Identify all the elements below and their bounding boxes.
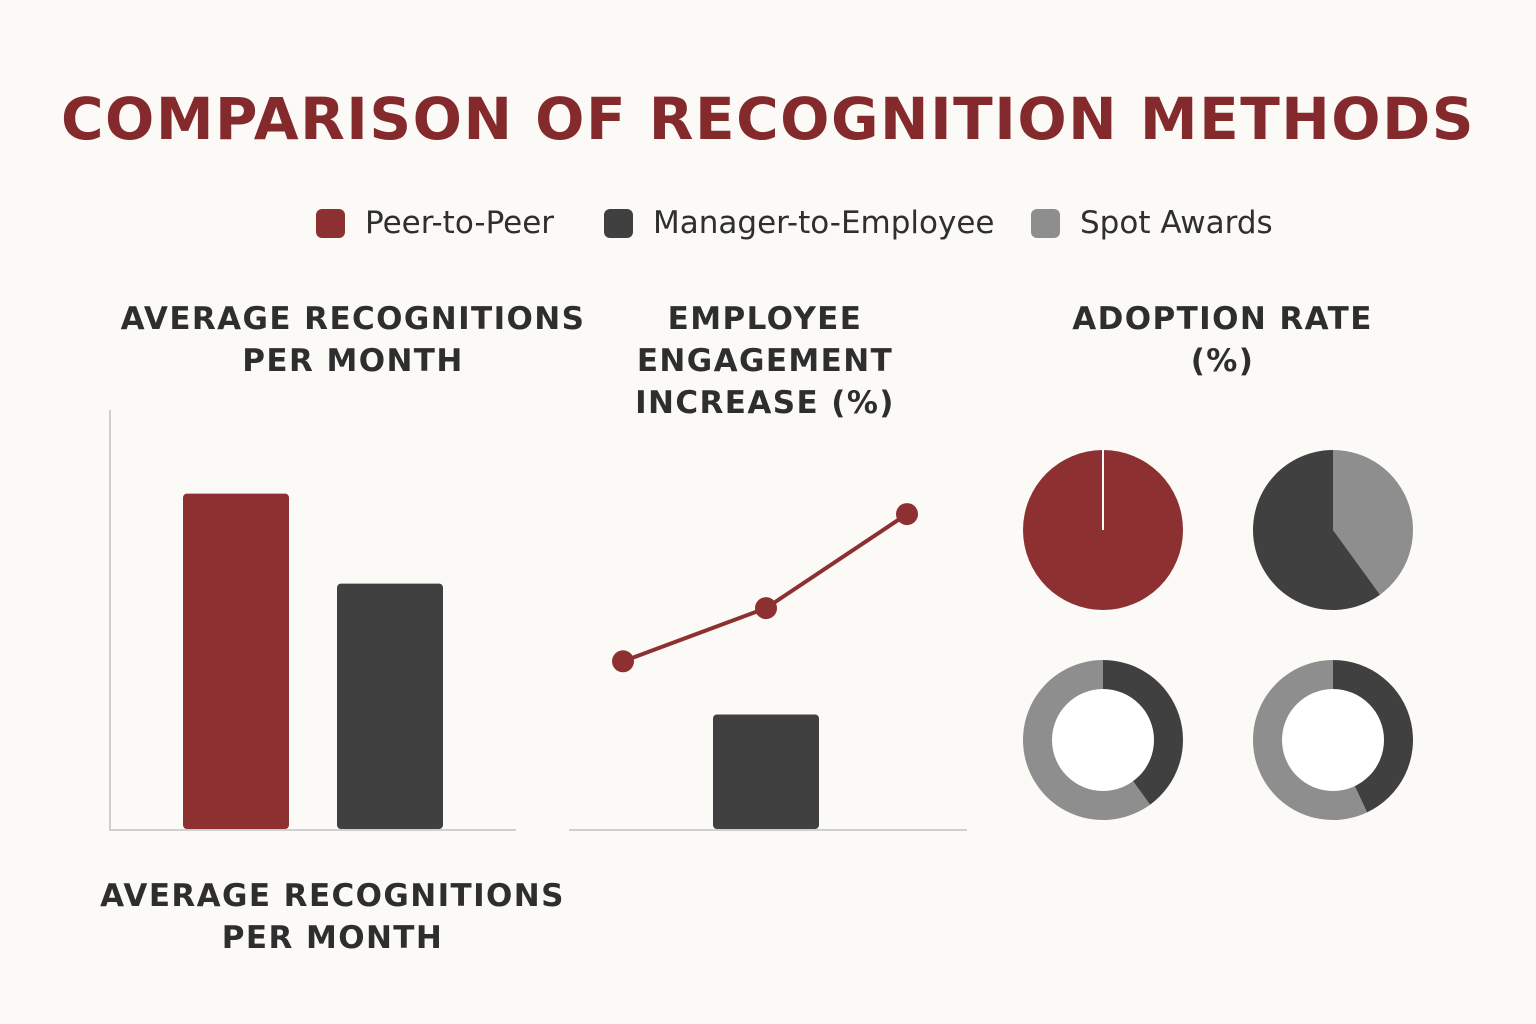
legend-swatch-manager-to-employee: [604, 209, 633, 238]
legend-label-peer-to-peer: Peer-to-Peer: [365, 205, 555, 241]
legend-label-manager-to-employee: Manager-to-Employee: [653, 205, 995, 241]
legend-label-spot-awards: Spot Awards: [1080, 205, 1273, 241]
recognitions-bar-chart: [109, 410, 516, 831]
recognitions-caption-line-1: AVERAGE RECOGNITIONS: [100, 878, 565, 914]
adoption-title-line-1: ADOPTION RATE: [1072, 301, 1373, 337]
recognitions-caption-line-2: PER MONTH: [221, 920, 444, 956]
engagement-point-1: [612, 650, 634, 673]
engagement-panel-title: EMPLOYEE ENGAGEMENT INCREASE (%): [560, 298, 970, 424]
adoption-pie-charts: [1022, 450, 1414, 821]
engagement-title-line-3: INCREASE (%): [635, 385, 895, 421]
engagement-bar-manager-to-employee: [713, 714, 819, 829]
pie-2-slice-manager-to-employee: [1253, 450, 1381, 610]
pie-2-slice-spot-awards: [1333, 450, 1414, 595]
engagement-line-chart: [569, 503, 967, 831]
legend-swatch-peer-to-peer: [316, 209, 345, 238]
donut-4-hole: [1282, 689, 1384, 791]
engagement-point-3: [896, 503, 918, 526]
recognitions-panel-title: AVERAGE RECOGNITIONS PER MONTH: [118, 298, 588, 382]
legend: Peer-to-Peer Manager-to-Employee Spot Aw…: [0, 204, 1536, 244]
recognitions-title-line-2: PER MONTH: [242, 343, 464, 379]
engagement-point-2: [755, 597, 777, 620]
legend-swatch-spot-awards: [1031, 209, 1060, 238]
engagement-title-line-2: ENGAGEMENT: [636, 343, 894, 379]
chart-main-title: COMPARISON OF RECOGNITION METHODS: [60, 85, 1476, 153]
adoption-panel-title: ADOPTION RATE (%): [1040, 298, 1405, 382]
engagement-line-peer-to-peer: [622, 512, 909, 664]
bar-peer-to-peer: [183, 493, 289, 829]
recognitions-panel-caption: AVERAGE RECOGNITIONS PER MONTH: [100, 875, 565, 959]
engagement-title-line-1: EMPLOYEE: [667, 301, 863, 337]
recognitions-title-line-1: AVERAGE RECOGNITIONS: [120, 301, 586, 337]
bar-manager-to-employee: [337, 583, 443, 829]
adoption-title-line-2: (%): [1190, 343, 1255, 379]
donut-3-hole: [1052, 689, 1154, 791]
